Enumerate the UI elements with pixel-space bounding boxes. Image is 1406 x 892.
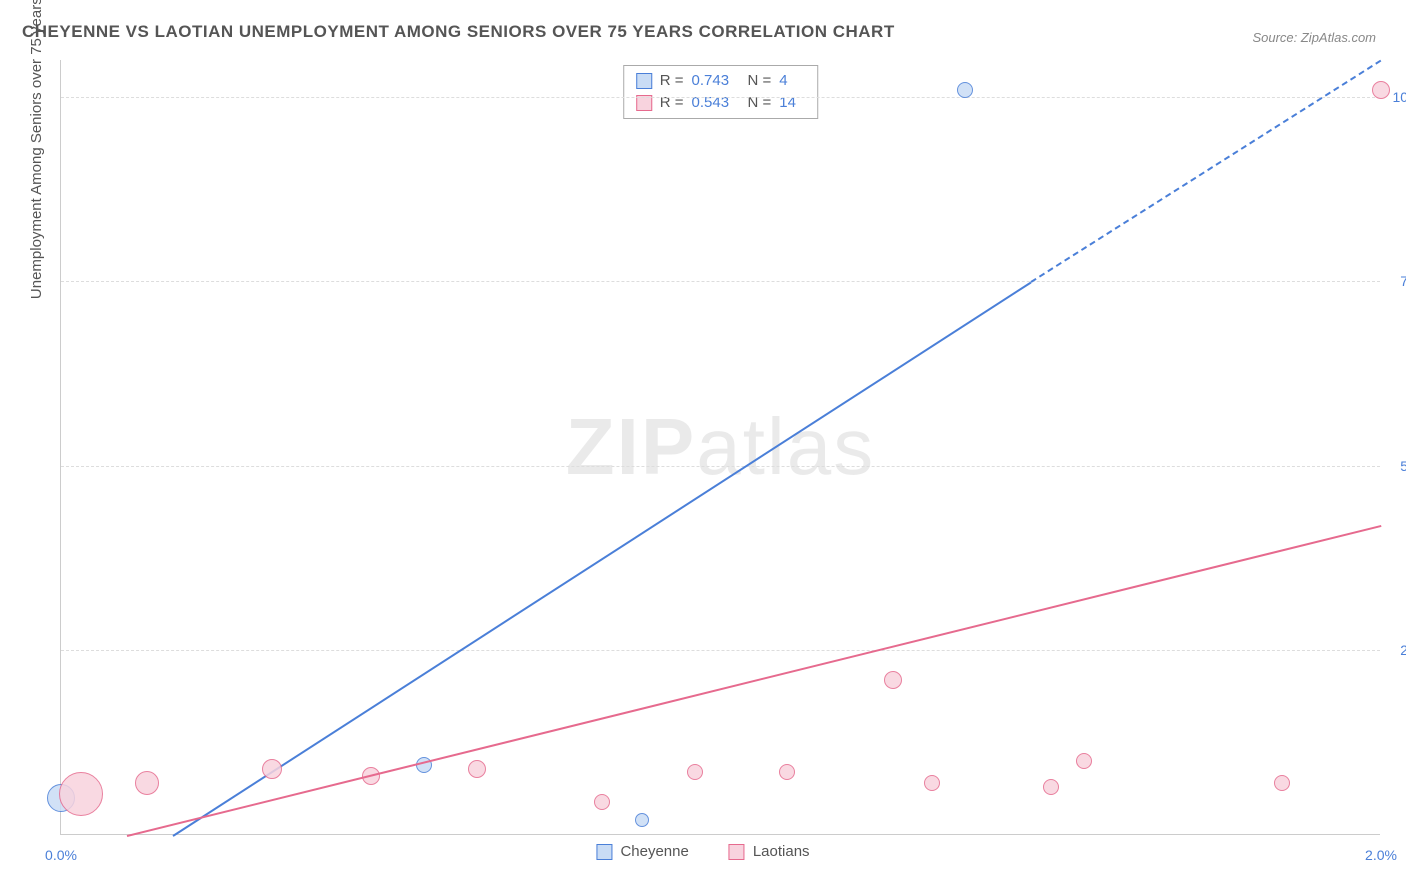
- legend-r-value: 0.543: [692, 92, 740, 114]
- data-point: [1274, 775, 1290, 791]
- data-point: [884, 671, 902, 689]
- trend-line-dashed: [1031, 60, 1382, 283]
- legend-row: R = 0.743 N = 4: [636, 70, 806, 92]
- data-point: [635, 813, 649, 827]
- gridline: [61, 650, 1380, 651]
- legend-r-label: R =: [660, 70, 684, 92]
- data-point: [687, 764, 703, 780]
- plot-area: ZIPatlas R =0.743N =4R =0.543N =14 25.0%…: [60, 60, 1380, 835]
- data-point: [1076, 753, 1092, 769]
- data-point: [135, 771, 159, 795]
- chart-title: CHEYENNE VS LAOTIAN UNEMPLOYMENT AMONG S…: [22, 22, 895, 42]
- y-tick-label: 75.0%: [1385, 273, 1406, 289]
- data-point: [594, 794, 610, 810]
- legend-label: Cheyenne: [620, 843, 688, 860]
- legend-row: R = 0.543 N = 14: [636, 92, 806, 114]
- legend-n-value: 4: [779, 70, 805, 92]
- gridline: [61, 466, 1380, 467]
- trend-line: [173, 282, 1032, 837]
- legend-item: Laotians: [729, 843, 810, 860]
- legend-swatch: [636, 73, 652, 89]
- legend-r-label: R =: [660, 92, 684, 114]
- data-point: [779, 764, 795, 780]
- y-axis-title: Unemployment Among Seniors over 75 years: [28, 0, 45, 299]
- gridline: [61, 97, 1380, 98]
- source-attribution: Source: ZipAtlas.com: [1252, 30, 1376, 45]
- legend-item: Cheyenne: [596, 843, 688, 860]
- data-point: [262, 759, 282, 779]
- series-legend: Cheyenne Laotians: [596, 843, 809, 860]
- data-point: [1043, 779, 1059, 795]
- legend-r-value: 0.743: [692, 70, 740, 92]
- legend-swatch: [596, 844, 612, 860]
- watermark: ZIPatlas: [566, 401, 875, 493]
- y-tick-label: 50.0%: [1385, 458, 1406, 474]
- watermark-bold: ZIP: [566, 402, 696, 491]
- trend-line: [127, 525, 1381, 837]
- data-point: [924, 775, 940, 791]
- legend-n-value: 14: [779, 92, 805, 114]
- correlation-legend: R = 0.743 N = 4 R = 0.543 N = 14: [623, 65, 819, 119]
- data-point: [1372, 81, 1390, 99]
- x-tick-label: 2.0%: [1365, 847, 1397, 863]
- data-point: [59, 772, 103, 816]
- y-tick-label: 25.0%: [1385, 642, 1406, 658]
- watermark-light: atlas: [696, 402, 875, 491]
- legend-label: Laotians: [753, 843, 810, 860]
- legend-n-label: N =: [748, 70, 772, 92]
- data-point: [468, 760, 486, 778]
- legend-swatch: [729, 844, 745, 860]
- data-point: [957, 82, 973, 98]
- legend-n-label: N =: [748, 92, 772, 114]
- x-tick-label: 0.0%: [45, 847, 77, 863]
- gridline: [61, 281, 1380, 282]
